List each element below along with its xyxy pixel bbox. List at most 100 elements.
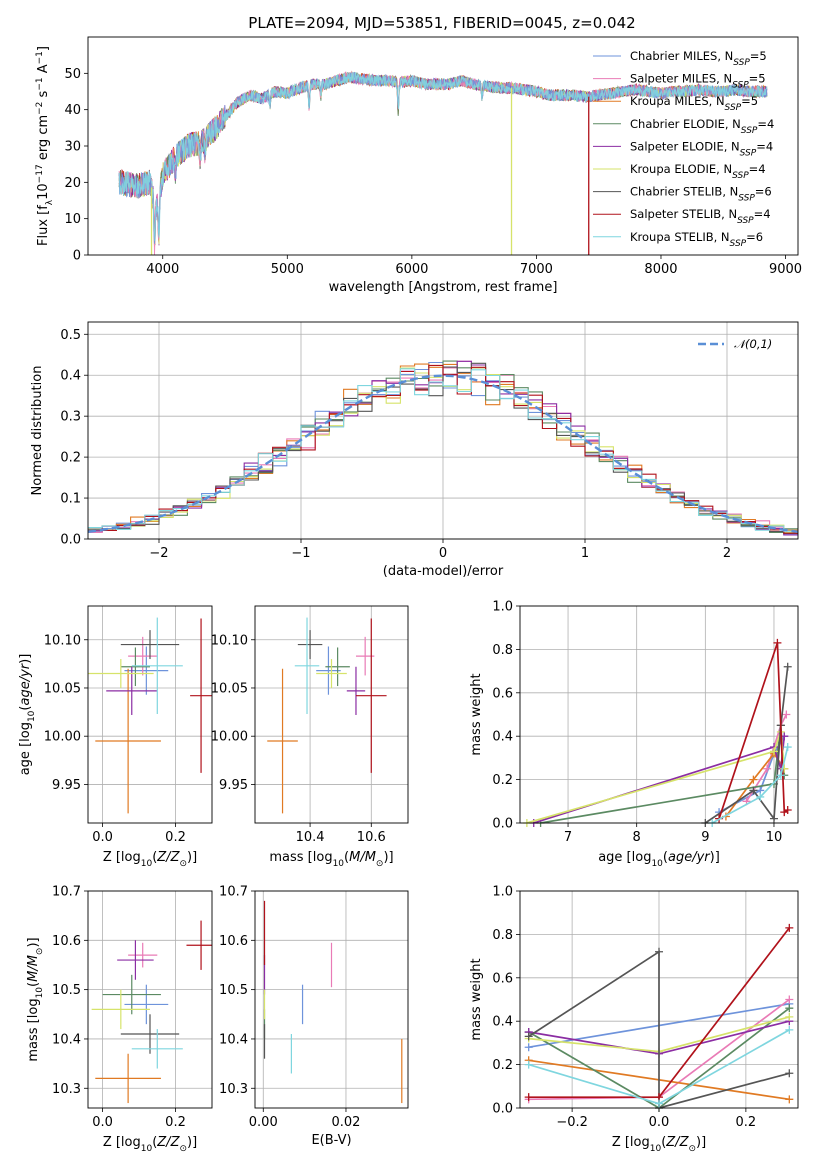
y-tick-label: 0.8 <box>492 928 513 943</box>
x-axis-label: Z [log10(Z/Z⊙)] <box>103 850 197 869</box>
axes-frame <box>87 321 799 540</box>
x-tick-label: 0.2 <box>736 1115 757 1130</box>
y-axis-label: mass weight <box>469 673 484 755</box>
weight-marker <box>783 805 792 814</box>
weight-line <box>528 1007 790 1108</box>
x-tick-label: 6000 <box>395 262 428 277</box>
normal-curve <box>88 374 798 533</box>
x-tick-label: 9 <box>701 830 709 845</box>
legend-entry: 𝒩(0,1) <box>734 337 772 351</box>
mass_vs_Z-panel: 0.0 0.2 10.3 10.4 10.5 10.6 10.7 Z [log10(Z/Z⊙)… <box>26 885 213 1154</box>
y-tick-label: 10.00 <box>211 730 248 745</box>
legend-entry: Kroupa ELODIE, NSSP=4 <box>630 162 766 181</box>
weight-marker <box>773 638 782 647</box>
y-tick-label: 10 <box>64 212 81 227</box>
y-tick-label: 0.6 <box>492 686 513 701</box>
x-tick-label: 8 <box>633 830 641 845</box>
y-tick-label: 1.0 <box>492 600 513 615</box>
weight-marker <box>769 747 778 756</box>
y-tick-label: 9.95 <box>219 778 248 793</box>
y-tick-label: 0.2 <box>492 1058 513 1073</box>
weight-marker <box>524 1032 533 1041</box>
age_vs_Z-panel: 0.0 0.2 9.95 10.00 10.05 10.10 Z [log10(Z/Z⊙)]… <box>18 605 213 869</box>
y-tick-label: 0.0 <box>492 1102 513 1117</box>
y-tick-label: 10.7 <box>52 885 81 900</box>
y-tick-label: 0.0 <box>492 817 513 832</box>
weight-marker <box>785 1025 794 1034</box>
y-axis-label: mass [log10(M/M⊙)] <box>26 937 45 1061</box>
weight-marker <box>524 1060 533 1069</box>
y-tick-label: 0.4 <box>60 369 81 384</box>
x-tick-label: 1 <box>581 546 589 561</box>
y-tick-label: 10.6 <box>219 934 248 949</box>
weight-line <box>528 950 790 1108</box>
x-tick-label: 10.6 <box>357 830 386 845</box>
y-tick-label: 10.00 <box>44 730 81 745</box>
spectrum-panel: 4000 5000 6000 7000 8000 9000 0 10 20 30 40 50 wavel… <box>35 36 802 295</box>
y-tick-label: 40 <box>64 103 81 118</box>
mass_vs_ebv-panel: 0.00 0.02 10.3 10.4 10.5 10.6 10.7 E(B-V) <box>219 885 409 1148</box>
y-tick-label: 10.05 <box>211 681 248 696</box>
y-tick-label: 10.5 <box>219 983 248 998</box>
x-tick-label: −0.2 <box>556 1115 588 1130</box>
x-tick-label: 2 <box>723 546 731 561</box>
y-tick-label: 0.6 <box>492 971 513 986</box>
y-tick-label: 0.4 <box>492 1015 513 1030</box>
x-axis-label: E(B-V) <box>311 1133 351 1148</box>
weight-marker <box>785 1012 794 1021</box>
y-axis-label: Flux [fλ10−17 erg cm−2 s−1 A−1] <box>35 46 55 246</box>
weight-marker <box>785 1069 794 1078</box>
x-axis-label: mass [log10(M/M⊙)] <box>269 850 393 869</box>
y-tick-label: 50 <box>64 67 81 82</box>
y-tick-label: 0.4 <box>492 730 513 745</box>
y-tick-label: 1.0 <box>492 885 513 900</box>
weight-marker <box>749 775 758 784</box>
x-tick-label: 0.0 <box>92 1115 113 1130</box>
weight-marker <box>655 1099 663 1108</box>
weight_vs_age-panel: 7 8 9 10 0.0 0.2 0.4 0.6 0.8 1.0 mass weight age [l… <box>469 600 799 869</box>
legend-entry: Chabrier MILES, NSSP=5 <box>630 49 767 68</box>
y-tick-label: 10.5 <box>52 983 81 998</box>
axes-frame <box>254 605 409 824</box>
x-tick-label: 8000 <box>644 262 677 277</box>
x-tick-label: 0.0 <box>649 1115 670 1130</box>
axes-frame <box>87 890 213 1109</box>
x-tick-label: 0.00 <box>249 1115 278 1130</box>
y-tick-label: 9.95 <box>52 778 81 793</box>
weight-marker <box>769 814 778 823</box>
legend-entry: Salpeter MILES, NSSP=5 <box>630 72 766 91</box>
x-tick-label: 5000 <box>271 262 304 277</box>
legend-entry: Kroupa STELIB, NSSP=6 <box>630 230 763 249</box>
x-axis-label: age [log10(age/yr)] <box>598 850 720 869</box>
weight-marker <box>763 764 772 773</box>
y-tick-label: 0 <box>73 249 81 264</box>
weight-marker <box>782 710 791 719</box>
x-tick-label: 10.4 <box>296 830 325 845</box>
weight-marker <box>785 1004 794 1013</box>
x-tick-label: 4000 <box>146 262 179 277</box>
weight-line <box>718 642 789 819</box>
x-tick-label: 0.2 <box>165 830 186 845</box>
weight-marker <box>524 1043 533 1052</box>
axes-frame <box>519 890 799 1109</box>
legend-entry: Chabrier ELODIE, NSSP=4 <box>630 117 774 136</box>
axes-frame <box>87 36 799 256</box>
age_vs_mass-panel: 10.4 10.6 9.95 10.00 10.05 10.10 mass [log10(M… <box>211 605 409 869</box>
y-tick-label: 10.4 <box>219 1032 248 1047</box>
y-tick-label: 30 <box>64 140 81 155</box>
y-tick-label: 10.10 <box>211 633 248 648</box>
weight-marker <box>776 771 785 780</box>
x-tick-label: 0.2 <box>165 1115 186 1130</box>
weight-marker <box>655 947 663 956</box>
y-tick-label: 10.3 <box>52 1082 81 1097</box>
y-tick-label: 0.2 <box>492 773 513 788</box>
weight-marker <box>756 792 765 801</box>
y-axis-label: mass weight <box>469 958 484 1040</box>
weight-line <box>711 746 789 823</box>
y-tick-label: 10.10 <box>44 633 81 648</box>
legend-entry: Salpeter STELIB, NSSP=4 <box>630 207 771 226</box>
axes-frame <box>519 605 799 824</box>
weight_vs_Z-panel: −0.2 0.0 0.2 0.0 0.2 0.4 0.6 0.8 1.0 mass weight Z… <box>469 885 799 1154</box>
y-tick-label: 0.2 <box>60 451 81 466</box>
